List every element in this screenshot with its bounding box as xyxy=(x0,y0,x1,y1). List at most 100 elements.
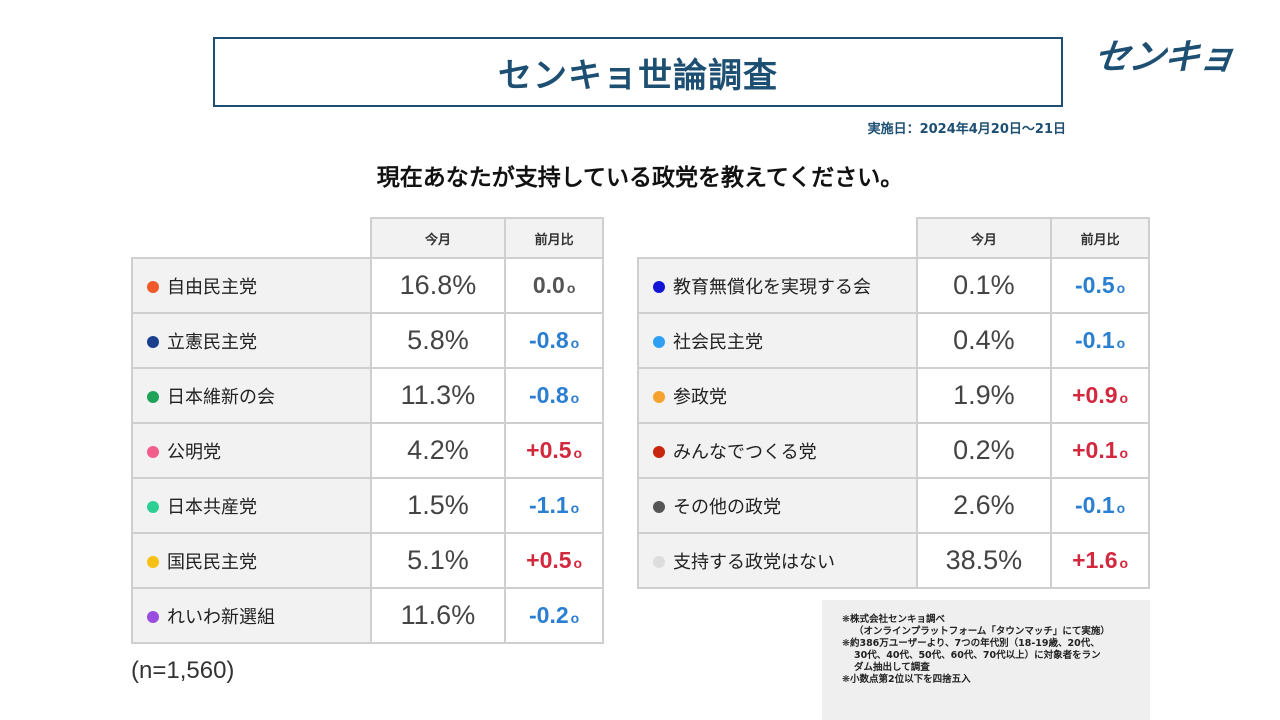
party-row: れいわ新選組 11.6% -0.2 o xyxy=(131,587,604,644)
party-row: 国民民主党 5.1% +0.5 o xyxy=(131,532,604,589)
party-color-dot-icon xyxy=(653,500,665,513)
header-current-month: 今月 xyxy=(915,217,1053,259)
party-name: その他の政党 xyxy=(673,496,781,518)
party-name: 国民民主党 xyxy=(167,551,257,573)
party-month-diff-cell: -0.8 o xyxy=(504,312,604,369)
notes-box: ❋株式会社センキョ調べ （オンラインプラットフォーム「タウンマッチ」にて実施） … xyxy=(822,600,1150,720)
party-month-diff: +1.6 xyxy=(1072,547,1118,573)
party-row: みんなでつくる党 0.2% +0.1 o xyxy=(637,422,1150,479)
party-support-percent: 0.2% xyxy=(915,422,1053,479)
party-color-dot-icon xyxy=(653,335,665,348)
party-month-diff-cell: +1.6 o xyxy=(1050,532,1150,589)
party-support-percent: 4.2% xyxy=(369,422,507,479)
party-name-cell: 日本維新の会 xyxy=(131,367,372,424)
party-color-dot-icon xyxy=(147,445,159,458)
point-unit: o xyxy=(1116,500,1126,516)
party-month-diff-cell: 0.0 o xyxy=(504,257,604,314)
party-month-diff: +0.5 xyxy=(526,547,572,573)
header-blank xyxy=(132,218,371,258)
party-name: れいわ新選組 xyxy=(167,606,275,628)
party-support-percent: 11.6% xyxy=(369,587,507,644)
party-row: 社会民主党 0.4% -0.1 o xyxy=(637,312,1150,369)
party-support-percent: 11.3% xyxy=(369,367,507,424)
party-support-percent: 1.9% xyxy=(915,367,1053,424)
party-color-dot-icon xyxy=(147,280,159,293)
party-row: 支持する政党はない 38.5% +1.6 o xyxy=(637,532,1150,589)
left-results-table: 今月 前月比 自由民主党 16.8% 0.0 o 立憲民主党 5.8% -0.8 o 日本維新の… xyxy=(131,217,604,644)
party-month-diff-cell: -0.2 o xyxy=(504,587,604,644)
party-name: 社会民主党 xyxy=(673,331,763,353)
party-support-percent: 2.6% xyxy=(915,477,1053,534)
party-name-cell: 支持する政党はない xyxy=(637,532,918,589)
point-unit: o xyxy=(1116,335,1126,351)
party-month-diff-cell: +0.1 o xyxy=(1050,422,1150,479)
party-name-cell: 公明党 xyxy=(131,422,372,479)
party-row: 自由民主党 16.8% 0.0 o xyxy=(131,257,604,314)
party-name: 参政党 xyxy=(673,386,727,408)
party-month-diff: -0.8 xyxy=(529,382,569,408)
party-month-diff: +0.9 xyxy=(1072,382,1118,408)
party-row: 立憲民主党 5.8% -0.8 o xyxy=(131,312,604,369)
party-support-percent: 38.5% xyxy=(915,532,1053,589)
party-color-dot-icon xyxy=(147,555,159,568)
note-line: ❋小数点第2位以下を四捨五入 xyxy=(842,674,971,685)
party-color-dot-icon xyxy=(147,500,159,513)
party-support-percent: 1.5% xyxy=(369,477,507,534)
party-name: 支持する政党はない xyxy=(673,551,835,573)
party-name-cell: 国民民主党 xyxy=(131,532,372,589)
header-blank xyxy=(638,218,917,258)
party-month-diff-cell: -1.1 o xyxy=(504,477,604,534)
party-name-cell: れいわ新選組 xyxy=(131,587,372,644)
party-month-diff-cell: -0.8 o xyxy=(504,367,604,424)
party-name: みんなでつくる党 xyxy=(673,441,817,463)
party-month-diff: -0.1 xyxy=(1075,492,1115,518)
survey-question: 現在あなたが支持している政党を教えてください。 xyxy=(376,165,904,191)
party-name: 教育無償化を実現する会 xyxy=(673,276,871,298)
note-line: ダム抽出して調査 xyxy=(854,662,930,673)
header-month-diff: 前月比 xyxy=(1050,217,1150,259)
right-results-body: 教育無償化を実現する会 0.1% -0.5 o 社会民主党 0.4% -0.1 o 参政党 1.9… xyxy=(637,257,1150,589)
party-color-dot-icon xyxy=(653,280,665,293)
point-unit: o xyxy=(573,555,583,571)
party-month-diff: -0.8 xyxy=(529,327,569,353)
party-row: 日本共産党 1.5% -1.1 o xyxy=(131,477,604,534)
party-month-diff-cell: +0.5 o xyxy=(504,422,604,479)
party-color-dot-icon xyxy=(147,610,159,623)
header-month-diff: 前月比 xyxy=(504,217,604,259)
point-unit: o xyxy=(570,335,580,351)
header-current-month: 今月 xyxy=(369,217,507,259)
party-month-diff: -0.1 xyxy=(1075,327,1115,353)
party-name-cell: 教育無償化を実現する会 xyxy=(637,257,918,314)
note-line: （オンラインプラットフォーム「タウンマッチ」にて実施） xyxy=(854,626,1110,637)
party-support-percent: 5.1% xyxy=(369,532,507,589)
party-color-dot-icon xyxy=(147,335,159,348)
party-name: 自由民主党 xyxy=(167,276,257,298)
party-name-cell: 社会民主党 xyxy=(637,312,918,369)
point-unit: o xyxy=(566,280,576,296)
note-line: ❋株式会社センキョ調べ xyxy=(842,614,945,625)
right-results-table: 今月 前月比 教育無償化を実現する会 0.1% -0.5 o 社会民主党 0.4% -0.1… xyxy=(637,217,1150,589)
party-color-dot-icon xyxy=(147,390,159,403)
party-month-diff-cell: +0.5 o xyxy=(504,532,604,589)
senkyo-logo: センキョ xyxy=(1091,37,1237,78)
party-row: 教育無償化を実現する会 0.1% -0.5 o xyxy=(637,257,1150,314)
party-month-diff: -1.1 xyxy=(529,492,569,518)
party-color-dot-icon xyxy=(653,390,665,403)
left-results-body: 自由民主党 16.8% 0.0 o 立憲民主党 5.8% -0.8 o 日本維新の会 11.3% -… xyxy=(131,257,604,644)
party-support-percent: 0.1% xyxy=(915,257,1053,314)
party-name: 日本維新の会 xyxy=(167,386,275,408)
party-month-diff: 0.0 xyxy=(532,272,565,298)
note-line: 30代、40代、50代、60代、70代以上）に対象者をラン xyxy=(854,650,1101,661)
sample-size: (n=1,560) xyxy=(131,657,235,684)
party-month-diff: +0.5 xyxy=(526,437,572,463)
party-month-diff: +0.1 xyxy=(1072,437,1118,463)
point-unit: o xyxy=(570,500,580,516)
party-month-diff-cell: -0.1 o xyxy=(1050,477,1150,534)
party-name-cell: 日本共産党 xyxy=(131,477,372,534)
party-row: その他の政党 2.6% -0.1 o xyxy=(637,477,1150,534)
survey-date: 実施日：2024年4月20日～21日 xyxy=(867,122,1066,137)
party-row: 参政党 1.9% +0.9 o xyxy=(637,367,1150,424)
point-unit: o xyxy=(1119,555,1129,571)
point-unit: o xyxy=(573,445,583,461)
party-name-cell: 立憲民主党 xyxy=(131,312,372,369)
